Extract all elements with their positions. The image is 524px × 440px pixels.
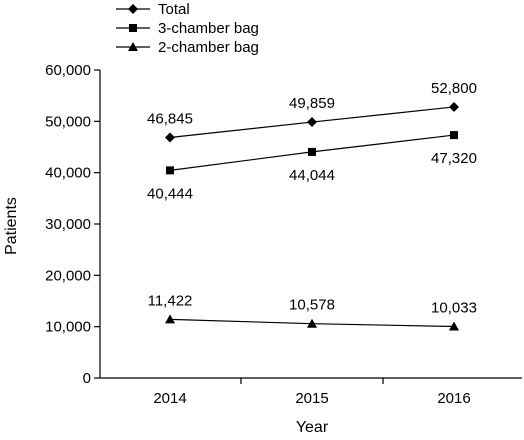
y-tick-label: 40,000	[45, 165, 91, 182]
data-label: 40,444	[147, 185, 193, 202]
data-label: 47,320	[431, 150, 477, 167]
legend-item: 2-chamber bag	[116, 39, 259, 56]
axes: 0 10,000 20,000 30,000 40,000 50,000 60,000 201…	[45, 62, 522, 407]
y-axis-title: Patients	[3, 197, 20, 255]
data-label: 49,859	[289, 95, 335, 112]
legend-label: Total	[158, 1, 190, 18]
y-tick-label: 10,000	[45, 319, 91, 336]
legend-item: Total	[116, 1, 190, 18]
data-label: 10,578	[289, 297, 335, 314]
data-point	[165, 314, 175, 324]
series-layer: 46,845 49,859 52,800 40,444 44,044 47,320 11,4…	[147, 80, 477, 331]
y-tick-label: 60,000	[45, 62, 91, 79]
data-label: 11,422	[148, 292, 193, 309]
data-point	[449, 101, 459, 112]
data-point	[307, 117, 317, 128]
data-point	[450, 131, 458, 140]
data-label: 10,033	[431, 299, 477, 316]
legend-marker	[128, 42, 138, 51]
data-point	[308, 147, 316, 156]
y-tick-label: 50,000	[45, 113, 91, 130]
legend-label: 2-chamber bag	[158, 39, 259, 56]
y-tick-label: 30,000	[45, 216, 91, 233]
series-total: 46,845 49,859 52,800	[147, 80, 477, 143]
data-label: 46,845	[147, 111, 193, 128]
series-3-chamber-bag: 40,444 44,044 47,320	[147, 131, 477, 202]
y-tick-label: 0	[83, 370, 91, 387]
x-tick-label: 2014	[153, 390, 186, 407]
legend-marker	[128, 4, 138, 14]
data-label: 44,044	[289, 167, 335, 184]
legend-label: 3-chamber bag	[158, 20, 259, 37]
data-point	[166, 166, 174, 175]
data-point	[449, 321, 459, 331]
data-point	[165, 132, 175, 143]
x-tick-label: 2015	[295, 390, 328, 407]
x-tick-label: 2016	[437, 390, 470, 407]
legend: Total 3-chamber bag 2-chamber bag	[116, 1, 259, 56]
y-tick-label: 20,000	[45, 267, 91, 284]
data-label: 52,800	[431, 80, 477, 97]
legend-item: 3-chamber bag	[116, 20, 259, 37]
data-point	[307, 318, 317, 328]
x-axis-title: Year	[296, 419, 329, 435]
series-2-chamber-bag: 11,422 10,578 10,033	[148, 292, 477, 331]
legend-marker	[129, 24, 137, 32]
